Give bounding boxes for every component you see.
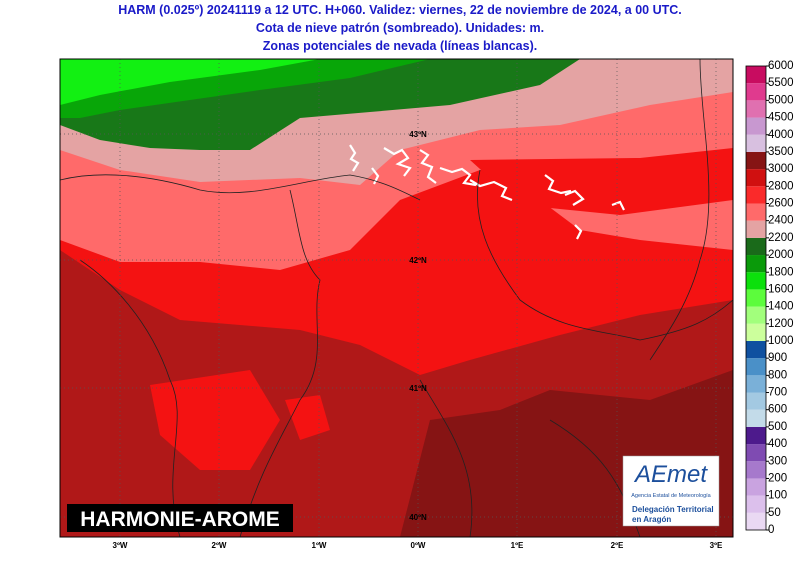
colorbar-frame [745, 65, 767, 531]
colorbar-bin [746, 323, 766, 341]
colorbar-label: 2200 [768, 232, 794, 244]
colorbar-bin [746, 289, 766, 307]
colorbar-bin [746, 117, 766, 135]
colorbar-label: 200 [768, 472, 787, 484]
colorbar-bin [746, 340, 766, 359]
colorbar-bin [746, 255, 766, 273]
colorbar-bin [746, 237, 766, 256]
colorbar-label: 1200 [768, 318, 794, 330]
colorbar-bin [746, 203, 766, 221]
colorbar-bin [746, 134, 766, 152]
model-badge [67, 504, 293, 532]
map-frame [59, 58, 734, 538]
logo-mark: AEmet [633, 461, 708, 488]
colorbar-bin [746, 375, 766, 393]
colorbar-bin [746, 272, 766, 290]
colorbar-label: 600 [768, 404, 787, 416]
colorbar-bin [746, 186, 766, 204]
lon-label: 2ºW [212, 541, 227, 550]
colorbar-label: 50 [768, 507, 781, 519]
colorbar-label: 2000 [768, 249, 794, 261]
lon-label: 2ºE [611, 541, 624, 550]
lon-label: 3ºW [113, 541, 128, 550]
colorbar-label: 800 [768, 369, 787, 381]
colorbar-bin [746, 358, 766, 376]
colorbar-bin [746, 495, 766, 513]
colorbar-label: 5500 [768, 77, 794, 89]
colorbar-label: 1400 [768, 301, 794, 313]
colorbar-bin [746, 461, 766, 479]
title-line: HARM (0.025º) 20241119 a 12 UTC. H+060. … [118, 3, 682, 17]
lon-label: 1ºE [511, 541, 524, 550]
colorbar-bin [746, 66, 766, 84]
colorbar-label: 1600 [768, 283, 794, 295]
colorbar: 0 50 100 200 300 400 500 600 700 800 900 1000 1200 14… [745, 60, 794, 536]
colorbar-label: 2600 [768, 198, 794, 210]
lon-label: 3ºE [710, 541, 723, 550]
colorbar-label: 900 [768, 352, 787, 364]
colorbar-bin [746, 220, 766, 238]
colorbar-label: 0 [768, 524, 774, 536]
logo-office: Delegación Territorial [632, 505, 714, 514]
colorbar-bin [746, 409, 766, 427]
colorbar-bin [746, 83, 766, 101]
colorbar-label: 300 [768, 455, 787, 467]
colorbar-bin [746, 512, 766, 530]
title-line: Cota de nieve patrón (sombreado). Unidad… [255, 21, 545, 35]
colorbar-label: 4000 [768, 129, 794, 141]
colorbar-label: 3000 [768, 163, 794, 175]
model-name: HARMONIE-AROME [80, 508, 280, 531]
colorbar-label: 1000 [768, 335, 794, 347]
colorbar-label: 4500 [768, 112, 794, 124]
lon-label: 0ºW [411, 541, 426, 550]
colorbar-label: 100 [768, 490, 787, 502]
lat-label: 41ºN [409, 384, 427, 393]
colorbar-bin [746, 169, 766, 187]
colorbar-label: 500 [768, 421, 787, 433]
lat-label: 40ºN [409, 513, 427, 522]
lat-label: 42ºN [409, 256, 427, 265]
colorbar-bin [746, 426, 766, 445]
colorbar-bin [746, 444, 766, 462]
colorbar-bin [746, 478, 766, 496]
colorbar-label: 700 [768, 387, 787, 399]
lon-label: 1ºW [312, 541, 327, 550]
colorbar-label: 5000 [768, 94, 794, 106]
colorbar-label: 2400 [768, 215, 794, 227]
colorbar-bin [746, 306, 766, 324]
colorbar-bin [746, 151, 766, 170]
logo-agency: Agencia Estatal de Meteorología [631, 493, 711, 499]
logo-office: en Aragón [632, 515, 671, 524]
colorbar-bin [746, 392, 766, 410]
colorbar-label: 1800 [768, 266, 794, 278]
colorbar-label: 400 [768, 438, 787, 450]
colorbar-label: 3500 [768, 146, 794, 158]
lat-label: 43ºN [409, 130, 427, 139]
title-line: Zonas potenciales de nevada (líneas blan… [262, 39, 538, 53]
colorbar-label: 2800 [768, 180, 794, 192]
colorbar-bin [746, 100, 766, 118]
colorbar-label: 6000 [768, 60, 794, 72]
logo-box [622, 455, 720, 527]
